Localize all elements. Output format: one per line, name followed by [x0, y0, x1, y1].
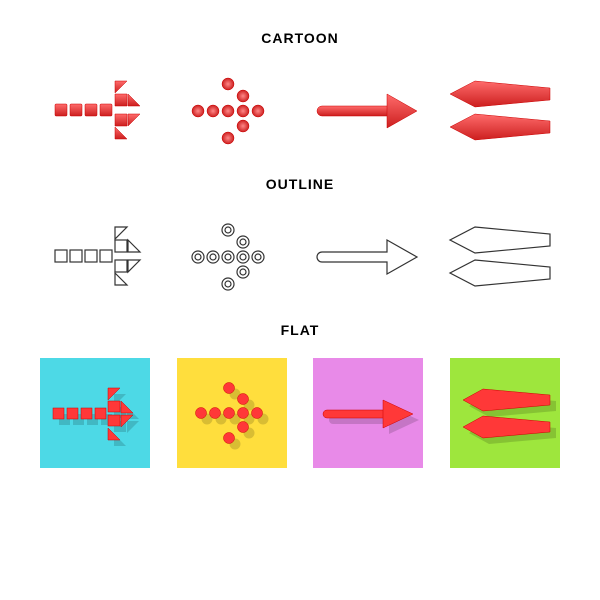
flat-double-arrow	[450, 358, 560, 468]
flat-title: FLAT	[40, 322, 560, 338]
outline-blocks-arrow	[40, 212, 160, 302]
outline-double-arrow	[440, 212, 560, 302]
outline-dots-arrow	[173, 212, 293, 302]
cartoon-dots-arrow	[173, 66, 293, 156]
flat-blocks-arrow	[40, 358, 150, 468]
outline-solid-arrow	[307, 212, 427, 302]
cartoon-double-arrow	[440, 66, 560, 156]
flat-solid-arrow	[313, 358, 423, 468]
cartoon-solid-arrow	[307, 66, 427, 156]
cartoon-blocks-arrow	[40, 66, 160, 156]
cartoon-row	[40, 66, 560, 156]
flat-row	[40, 358, 560, 468]
flat-dots-arrow	[177, 358, 287, 468]
outline-row	[40, 212, 560, 302]
cartoon-section: CARTOON	[40, 30, 560, 156]
flat-section: FLAT	[40, 322, 560, 468]
cartoon-title: CARTOON	[40, 30, 560, 46]
outline-title: OUTLINE	[40, 176, 560, 192]
outline-section: OUTLINE	[40, 176, 560, 302]
